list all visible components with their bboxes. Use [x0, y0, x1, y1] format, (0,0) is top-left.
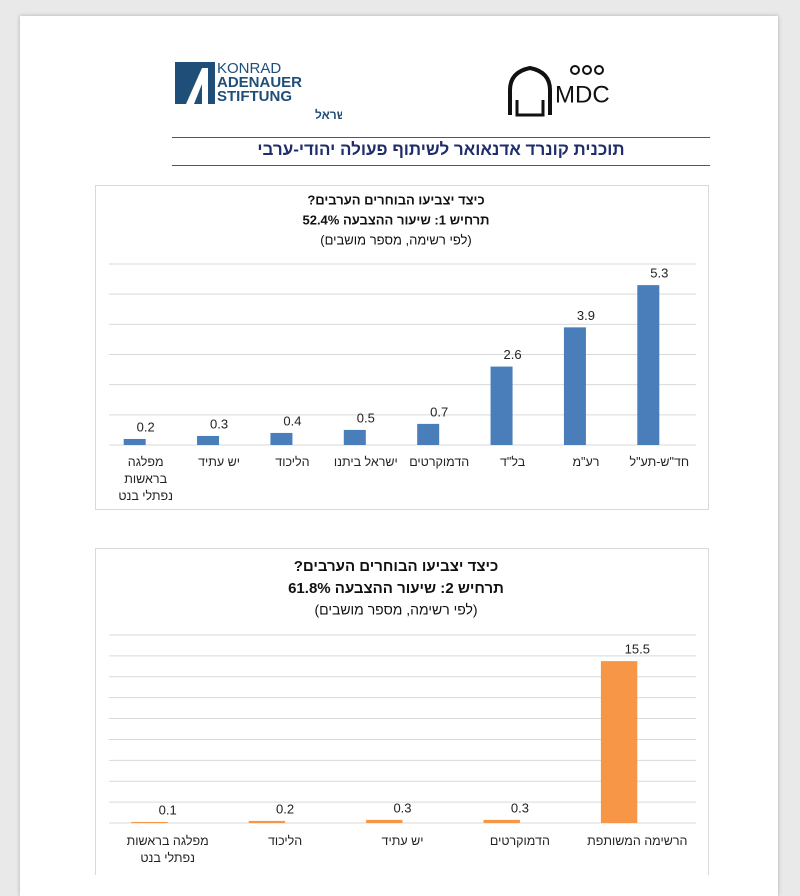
data-label: 0.1	[159, 802, 177, 817]
x-tick-label-box: יש עתיד	[198, 455, 241, 469]
bar	[637, 285, 660, 445]
x-tick-label: הליכוד	[267, 834, 303, 848]
x-tick-label: יש עתיד	[381, 834, 424, 848]
x-tick-label-box: הרשימה המשותפת	[587, 834, 688, 848]
x-tick-label: ישראל ביתנו	[333, 455, 398, 469]
mdc-dot	[582, 65, 592, 75]
x-tick-label-box: חד"ש-תע"ל	[629, 455, 690, 469]
chart: כיצד יצביעו הבוחרים הערבים? תרחיש 1: שיעו…	[109, 192, 696, 503]
x-tick-label: מפלגה בראשות נפתלי בנט	[118, 455, 174, 503]
bar	[248, 820, 286, 823]
x-tick-label: הדמוקרטים	[409, 455, 470, 469]
bar	[270, 432, 293, 445]
bar	[366, 819, 403, 823]
kas-mark-shape	[186, 68, 208, 104]
page: KONRAD ADENAUER STIFTUNG קרן קונרד אדנאו…	[20, 16, 778, 896]
kas-text: STIFTUNG	[217, 88, 292, 105]
chart-box: כיצד יצביעו הבוחרים הערבים? תרחיש 1: שיעו…	[95, 185, 709, 510]
bar	[343, 429, 366, 445]
rule	[172, 165, 710, 166]
chart-note: (לפי רשימה, מספר מושבים)	[314, 602, 477, 618]
kas-text: KONRAD	[217, 60, 281, 77]
x-tick-label: בל"ד	[499, 455, 526, 469]
x-tick-label-box: יש עתיד	[381, 834, 424, 848]
kas-text: ADENAUER	[217, 74, 302, 91]
data-label: 0.3	[210, 416, 228, 431]
data-label: 2.6	[504, 347, 522, 362]
x-tick-label-box: הליכוד	[267, 834, 303, 848]
data-label: 3.9	[577, 308, 595, 323]
mdc-text: MDC	[555, 81, 610, 108]
chart-subtitle: תרחיש 2: שיעור ההצבעה 61.8%	[288, 580, 504, 597]
x-tick-label-box: הדמוקרטים	[489, 834, 550, 848]
bar	[483, 819, 520, 823]
data-label: 0.7	[430, 404, 448, 419]
data-label: 0.3	[393, 800, 411, 815]
mdc-arch	[508, 65, 552, 115]
x-tick-label: חד"ש-תע"ל	[629, 455, 690, 469]
x-tick-label: הליכוד	[275, 455, 310, 469]
bar	[123, 438, 146, 445]
data-label: 0.2	[137, 419, 155, 434]
chart-box: כיצד יצביעו הבוחרים הערבים? תרחיש 2: שיעו…	[95, 548, 709, 875]
chart-title: כיצד יצביעו הבוחרים הערבים?	[294, 558, 499, 575]
data-label: 15.5	[625, 642, 650, 657]
x-tick-label-box: מפלגה בראשות נפתלי בנט	[118, 455, 174, 503]
chart-note: (לפי רשימה, מספר מושבים)	[320, 232, 471, 247]
chart-title: כיצד יצביעו הבוחרים הערבים?	[307, 192, 484, 207]
kas-hebrew: קרן קונרד אדנאואר בישראל	[315, 108, 342, 122]
chart: כיצד יצביעו הבוחרים הערבים? תרחיש 2: שיעו…	[109, 558, 696, 865]
bar	[490, 366, 513, 445]
x-tick-label: מפלגה בראשות נפתלי בנט	[126, 834, 209, 865]
chart-subtitle: תרחיש 1: שיעור ההצבעה 52.4%	[302, 212, 489, 227]
x-tick-label-box: הדמוקרטים	[409, 455, 470, 469]
mdc-inner	[515, 100, 545, 117]
data-label: 0.5	[357, 410, 375, 425]
page-title: תוכנית קונרד אדנאואר לשיתוף פעולה יהודי-…	[257, 140, 625, 159]
data-label: 5.3	[650, 266, 668, 281]
x-tick-label-box: בל"ד	[499, 455, 526, 469]
kas-logo: KONRAD ADENAUER STIFTUNG קרן קונרד אדנאו…	[175, 60, 342, 122]
mdc-dot	[594, 65, 604, 75]
x-tick-label: רע"מ	[572, 455, 600, 469]
mdc-logo: MDC	[508, 65, 610, 117]
bar	[417, 423, 440, 445]
rule	[172, 137, 710, 138]
data-label: 0.2	[276, 801, 294, 816]
mdc-dot	[570, 65, 580, 75]
x-tick-label: הרשימה המשותפת	[587, 834, 688, 848]
bar	[131, 821, 168, 823]
x-tick-label-box: ישראל ביתנו	[333, 455, 398, 469]
data-label: 0.4	[283, 413, 301, 428]
x-tick-label-box: רע"מ	[572, 455, 600, 469]
bar	[563, 327, 586, 445]
x-tick-label-box: הליכוד	[275, 455, 310, 469]
bar	[600, 661, 638, 823]
x-tick-label-box: מפלגה בראשות נפתלי בנט	[126, 834, 209, 865]
bar	[197, 435, 220, 445]
x-tick-label: הדמוקרטים	[489, 834, 550, 848]
x-tick-label: יש עתיד	[198, 455, 241, 469]
data-label: 0.3	[511, 800, 529, 815]
